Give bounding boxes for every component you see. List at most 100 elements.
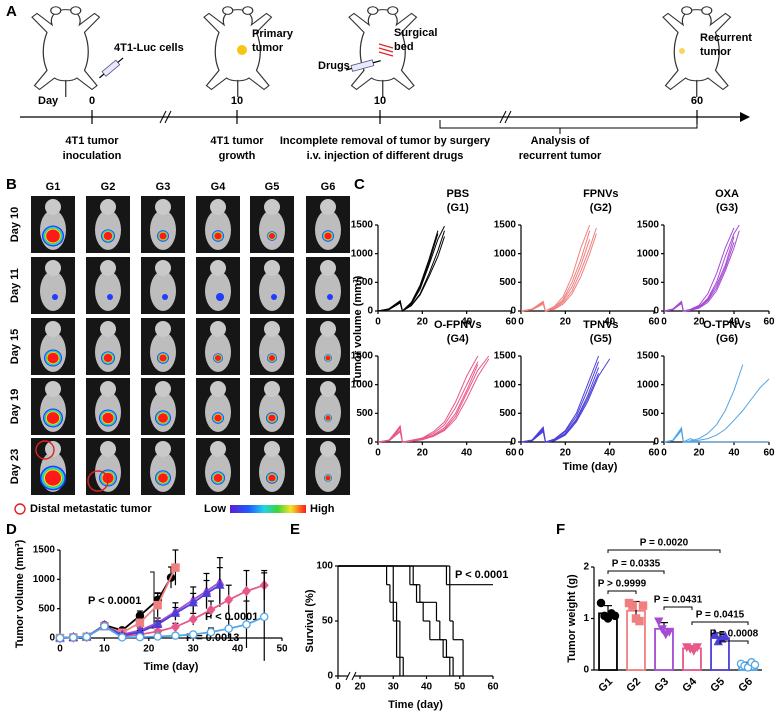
recurrent-tumor bbox=[679, 48, 685, 54]
x-tick-label: 60 bbox=[763, 317, 775, 328]
group-label: G6 bbox=[321, 181, 336, 193]
mouse-head bbox=[264, 441, 280, 457]
mouse-head bbox=[155, 441, 171, 457]
marker bbox=[170, 621, 180, 633]
mouse-head bbox=[100, 381, 116, 397]
x-tick-label: G3 bbox=[652, 676, 671, 695]
x-tick-label: 20 bbox=[560, 317, 572, 328]
line bbox=[520, 233, 597, 312]
mouse-head bbox=[320, 381, 336, 397]
marker bbox=[215, 579, 225, 589]
annotation: bed bbox=[394, 41, 414, 53]
mouse-head bbox=[155, 321, 171, 337]
x-tick-label: G5 bbox=[708, 676, 727, 695]
event-label: recurrent tumor bbox=[519, 150, 602, 162]
mouse-silhouette bbox=[150, 271, 176, 311]
line bbox=[377, 225, 445, 312]
chart-subtitle: (G2) bbox=[590, 202, 612, 214]
signal bbox=[158, 413, 168, 423]
axis-break bbox=[159, 110, 512, 124]
x-tick-label: 60 bbox=[505, 448, 517, 459]
marker bbox=[153, 619, 163, 629]
mouse-head bbox=[320, 199, 336, 215]
signal bbox=[325, 475, 331, 481]
group-label: G3 bbox=[156, 181, 171, 193]
line bbox=[377, 355, 479, 443]
y-tick-label: 1000 bbox=[33, 574, 56, 585]
bioluminescence-image bbox=[86, 378, 130, 435]
bioluminescence-image bbox=[141, 318, 185, 375]
x-axis-label: Time (day) bbox=[563, 461, 618, 473]
marker bbox=[171, 563, 180, 572]
day-label: 10 bbox=[374, 95, 386, 107]
signal bbox=[213, 473, 223, 483]
y-tick-label: 0 bbox=[510, 306, 516, 317]
y-tick-label: 0 bbox=[583, 665, 589, 676]
mouse-head bbox=[100, 199, 116, 215]
line bbox=[520, 230, 591, 312]
y-tick-label: 1000 bbox=[637, 248, 660, 259]
bioluminescence-image bbox=[141, 438, 185, 495]
y-tick-label: 1000 bbox=[351, 379, 374, 390]
signal bbox=[324, 232, 332, 240]
significance-bracket bbox=[691, 621, 749, 625]
line bbox=[520, 373, 600, 443]
marker bbox=[610, 611, 620, 621]
y-tick-label: 500 bbox=[642, 277, 659, 288]
line bbox=[377, 230, 439, 312]
significance-bracket bbox=[150, 571, 155, 629]
panel-a-drawings bbox=[20, 6, 750, 134]
bioluminescence-image bbox=[306, 257, 350, 314]
marker bbox=[657, 625, 667, 635]
y-tick-label: 1000 bbox=[494, 248, 517, 259]
panel-label: F bbox=[556, 521, 565, 538]
x-tick-label: 60 bbox=[763, 448, 775, 459]
chart-title: TPNVs bbox=[583, 319, 618, 331]
mouse-silhouette bbox=[150, 332, 176, 372]
day-label: 60 bbox=[691, 95, 703, 107]
marker bbox=[153, 600, 162, 610]
bioluminescence-image bbox=[250, 196, 294, 253]
x-tick-label: 0 bbox=[335, 682, 341, 693]
significance-bracket bbox=[719, 640, 749, 644]
panel-label: A bbox=[6, 3, 17, 20]
mouse-silhouette bbox=[259, 271, 285, 311]
line bbox=[377, 361, 479, 443]
marker bbox=[117, 633, 127, 642]
y-axis-label: Tumor weight (g) bbox=[566, 574, 578, 663]
mouse-silhouette bbox=[205, 332, 231, 372]
y-tick-label: 1000 bbox=[494, 379, 517, 390]
mouse-head bbox=[155, 381, 171, 397]
bioluminescence-image bbox=[306, 378, 350, 435]
mouse-silhouette bbox=[315, 332, 341, 372]
marker bbox=[689, 646, 699, 656]
marker bbox=[242, 620, 251, 629]
significance-bracket bbox=[663, 606, 693, 610]
panel-d-brackets bbox=[150, 571, 155, 629]
y-tick-label: 1500 bbox=[33, 545, 56, 556]
bioluminescence-image bbox=[141, 196, 185, 253]
line bbox=[663, 364, 744, 443]
mouse bbox=[31, 6, 101, 98]
chart: 0 1 2 Tumor weight (g) G1 G2 G3 G4 G5 G6 P = 0.002… bbox=[566, 538, 762, 695]
marker bbox=[69, 633, 78, 642]
x-tick-label: 20 bbox=[143, 644, 155, 655]
day-label: 0 bbox=[89, 95, 95, 107]
signal bbox=[325, 355, 331, 361]
significance-bracket bbox=[607, 549, 721, 553]
mouse-head bbox=[45, 441, 61, 457]
primary-tumor bbox=[237, 45, 247, 55]
line bbox=[520, 361, 600, 443]
x-tick-label: G4 bbox=[680, 675, 699, 694]
event-label: growth bbox=[219, 150, 256, 162]
bioluminescence-image bbox=[196, 196, 240, 253]
annotation: tumor bbox=[700, 46, 732, 58]
signal bbox=[102, 412, 114, 424]
analysis-bracket bbox=[439, 120, 698, 134]
marker bbox=[638, 601, 648, 610]
annotation: P < 0.0001 bbox=[455, 569, 508, 581]
mouse-silhouette bbox=[40, 271, 66, 311]
bioluminescence-image bbox=[250, 438, 294, 495]
x-tick-label: G1 bbox=[596, 676, 615, 695]
x-tick-label: 0 bbox=[375, 317, 381, 328]
